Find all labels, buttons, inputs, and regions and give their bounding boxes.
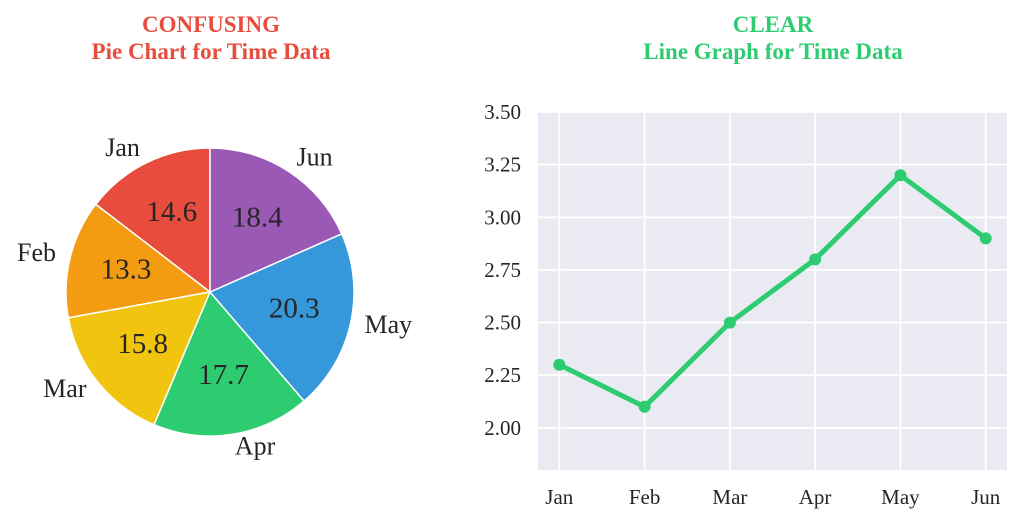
data-point-jun [979,232,992,245]
pie-slice-jun [209,147,343,293]
pie-label-jun: Jun [297,142,333,171]
y-tick-label-3.50: 3.50 [484,100,521,124]
pie-value-feb: 13.3 [101,253,152,285]
y-tick-label-2.25: 2.25 [484,363,521,387]
pie-slice-jan [95,147,211,293]
y-tick-label-2.75: 2.75 [484,258,521,282]
y-tick-label-2.50: 2.50 [484,311,521,335]
pie-label-mar: Mar [43,374,87,403]
x-tick-label-mar: Mar [712,485,747,509]
pie-chart-title-line1: CONFUSING [141,12,280,37]
line-chart-title-line2: Line Graph for Time Data [643,39,903,64]
pie-label-may: May [365,310,413,339]
line-chart: 2.00 2.25 2.50 2.75 3.00 3.25 3.50 Jan Feb Mar Apr… [484,100,1007,509]
pie-slice-may [209,233,355,402]
pie-chart-title-line2: Pie Chart for Time Data [91,39,331,64]
pie-slice-mar [67,291,211,426]
pie-label-jan: Jan [105,133,140,162]
pie-value-jun: 18.4 [232,201,283,233]
line-chart-title-line1: CLEAR [732,12,814,37]
data-point-jan [553,358,566,371]
y-tick-label-3.00: 3.00 [484,205,521,229]
line-series [556,172,989,410]
pie-slice-feb [65,203,211,319]
pie-label-feb: Feb [17,238,56,267]
pie-value-mar: 15.8 [117,328,168,360]
pie-label-apr: Apr [235,431,276,460]
y-tick-label-2.00: 2.00 [484,416,521,440]
pie-slice-apr [153,291,305,437]
pie-chart-title: CONFUSING Pie Chart for Time Data [0,11,422,65]
pie-value-may: 20.3 [269,293,320,325]
data-point-mar [723,316,736,329]
x-tick-label-apr: Apr [799,485,832,509]
data-point-feb [638,400,651,413]
pie-value-apr: 17.7 [198,359,249,391]
x-tick-label-jun: Jun [971,485,1001,509]
y-tick-label-3.25: 3.25 [484,153,521,177]
pie-value-jan: 14.6 [146,196,197,228]
data-point-apr [809,253,822,266]
x-tick-label-may: May [881,485,920,509]
pie-chart: Jan 14.6 Feb 13.3 Mar 15.8 Apr 17.7 May 20.3 Jun 18… [17,133,413,461]
line-chart-title: CLEAR Line Graph for Time Data [523,11,1023,65]
x-tick-label-feb: Feb [629,485,661,509]
data-point-may [894,169,907,182]
x-tick-label-jan: Jan [545,485,573,509]
